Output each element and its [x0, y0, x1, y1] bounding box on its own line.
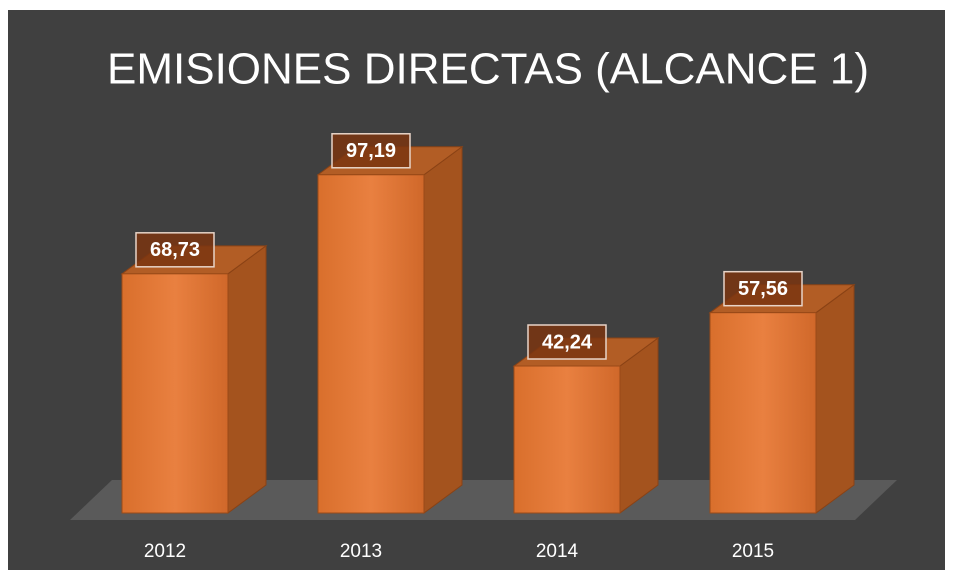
value-label: 68,73 [150, 239, 200, 261]
x-tick-label: 2015 [732, 541, 774, 562]
value-label: 42,24 [542, 331, 593, 353]
value-label-box [723, 270, 803, 307]
bar-side [423, 145, 463, 514]
bar-side [619, 337, 659, 514]
x-tick-label: 2014 [536, 541, 579, 562]
value-label-box [527, 324, 607, 360]
value-label: 97,19 [346, 140, 396, 162]
bar [317, 174, 425, 514]
x-tick-label: 2013 [340, 541, 382, 562]
bar-side [815, 283, 855, 514]
bar [709, 312, 817, 514]
value-label-box [135, 232, 215, 268]
bar-side [227, 244, 267, 514]
floor [70, 480, 897, 520]
x-tick-label: 2012 [144, 541, 186, 562]
chart-title: EMISIONES DIRECTAS (ALCANCE 1) [107, 45, 869, 94]
value-label-box [331, 133, 411, 169]
value-label: 57,56 [738, 278, 788, 300]
bar [513, 365, 621, 514]
bar [121, 273, 229, 514]
